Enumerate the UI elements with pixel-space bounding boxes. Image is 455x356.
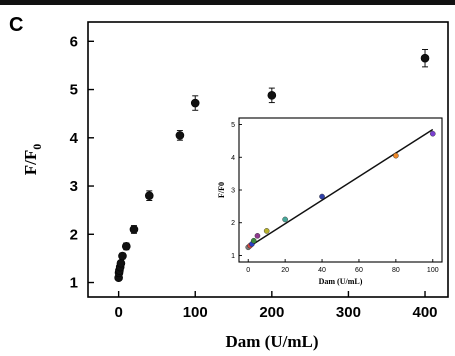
inset-x-tick-label: 20 xyxy=(281,267,289,274)
y-tick-label: 3 xyxy=(70,178,78,195)
inset-data-point xyxy=(282,216,288,223)
y-tick-label: 1 xyxy=(70,275,78,292)
main-plot-frame xyxy=(87,21,449,298)
x-tick-label: 300 xyxy=(336,304,361,321)
y-tick-label: 5 xyxy=(70,82,78,99)
y-tick-label: 4 xyxy=(70,130,79,147)
inset-x-axis-title: Dam (U/mL) xyxy=(319,277,363,286)
inset-y-tick-label: 2 xyxy=(231,220,235,227)
y-axis-title-subscript: 0 xyxy=(30,144,44,150)
y-tick-label: 6 xyxy=(70,33,78,50)
x-tick-label: 200 xyxy=(259,304,284,321)
x-tick-label: 100 xyxy=(183,304,208,321)
x-axis-title: Dam (U/mL) xyxy=(225,332,318,351)
main-data-point xyxy=(118,251,127,261)
main-data-point xyxy=(190,98,200,108)
inset-y-tick-label: 4 xyxy=(231,155,235,162)
y-tick-label: 2 xyxy=(70,226,78,243)
inset-data-point xyxy=(263,228,270,234)
top-border-rule xyxy=(0,0,455,5)
inset-fit-line xyxy=(247,128,434,248)
inset-data-point xyxy=(393,152,399,159)
main-data-point xyxy=(175,131,185,140)
inset-data-point xyxy=(429,130,436,137)
x-tick-label: 0 xyxy=(114,304,122,321)
inset-data-point xyxy=(254,233,261,239)
inset-x-tick-label: 0 xyxy=(246,267,250,274)
inset-x-tick-label: 40 xyxy=(318,267,326,274)
inset-x-tick-label: 60 xyxy=(355,267,363,274)
x-tick-label: 400 xyxy=(413,304,438,321)
inset-y-tick-label: 1 xyxy=(231,253,235,260)
inset-x-tick-label: 80 xyxy=(392,267,400,274)
inset-y-tick-label: 3 xyxy=(231,188,235,195)
panel-label: C xyxy=(9,14,24,36)
main-data-point xyxy=(116,258,126,268)
main-data-point xyxy=(144,191,154,200)
y-axis-title: F/F0 xyxy=(21,144,44,176)
inset-x-tick-label: 100 xyxy=(427,267,439,274)
inset-y-tick-label: 5 xyxy=(231,122,235,129)
inset-data-point xyxy=(319,193,325,200)
main-data-point xyxy=(420,53,430,63)
inset-y-axis-title: F/F0 xyxy=(217,182,226,198)
y-axis-title-base: F/F xyxy=(21,150,40,176)
main-data-point xyxy=(121,242,131,251)
inset-data-point xyxy=(250,237,257,244)
inset-plot-frame xyxy=(238,117,443,263)
main-data-point xyxy=(267,91,277,100)
main-data-point xyxy=(129,225,139,234)
